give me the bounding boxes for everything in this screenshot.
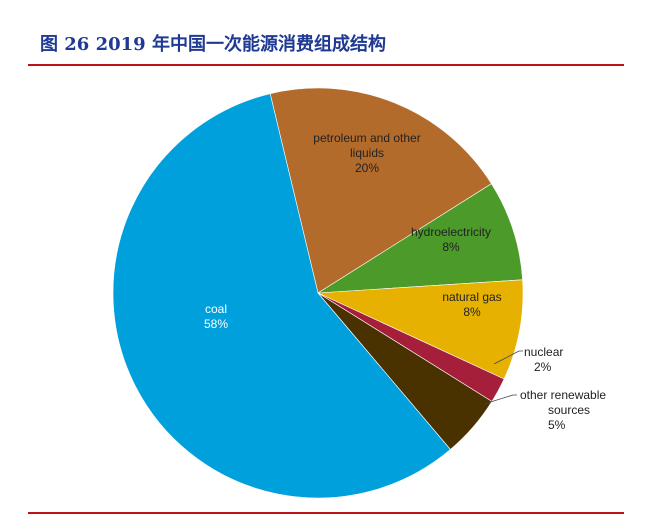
pie-slice-petroleum-and-other-liquids [269,87,492,294]
pie-slice-coal [112,93,451,499]
leader-line-nuclear [493,350,523,365]
slice-label-coal: coal 58% [204,302,228,331]
pie-slice-hydroelectricity [317,183,523,294]
pie-slice-natural-gas [317,279,524,380]
page-title: 图 26 2019 年中国一次能源消费组成结构 [40,34,386,55]
leader-line-other-renewable-sources [483,394,517,405]
pie-labels: coal 58% petroleum and other liquids 20% hydr… [204,131,606,432]
bottom-divider [28,512,624,514]
slice-label-hydroelectricity: hydroelectricity 8% [411,225,491,254]
slice-label-petroleum-and-other-liquids: petroleum and other liquids 20% [313,131,420,175]
slice-label-natural-gas: natural gas 8% [442,290,501,319]
pie-slices [112,87,524,499]
title-divider [28,64,624,66]
slice-label-other-renewable-sources: other renewable sources 5% [520,388,606,432]
slice-label-nuclear: nuclear 2% [524,345,563,374]
